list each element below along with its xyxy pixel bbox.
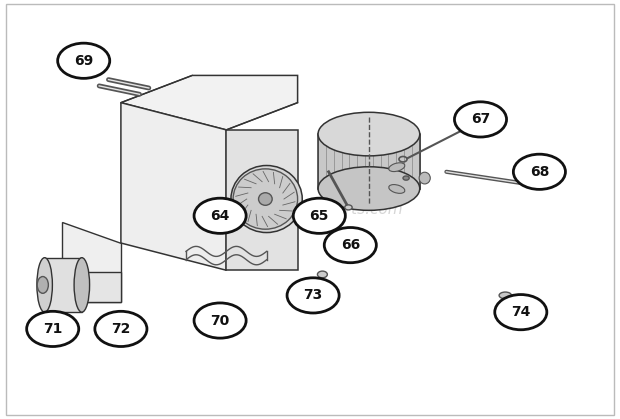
Circle shape xyxy=(454,102,507,137)
Circle shape xyxy=(324,228,376,263)
Text: 68: 68 xyxy=(529,165,549,179)
Text: 74: 74 xyxy=(511,305,531,319)
Ellipse shape xyxy=(348,229,359,236)
Text: 66: 66 xyxy=(340,238,360,252)
Circle shape xyxy=(194,303,246,338)
Circle shape xyxy=(513,154,565,189)
Ellipse shape xyxy=(351,231,356,234)
Ellipse shape xyxy=(389,185,405,193)
Circle shape xyxy=(27,311,79,347)
Text: 71: 71 xyxy=(43,322,63,336)
Ellipse shape xyxy=(37,277,48,293)
Text: 69: 69 xyxy=(74,54,94,68)
Circle shape xyxy=(95,311,147,347)
Circle shape xyxy=(58,43,110,78)
Ellipse shape xyxy=(233,169,298,229)
Ellipse shape xyxy=(318,167,420,210)
Ellipse shape xyxy=(419,172,430,184)
Ellipse shape xyxy=(318,112,420,156)
Text: 70: 70 xyxy=(210,313,230,328)
Text: eReplacementParts.com: eReplacementParts.com xyxy=(216,202,404,217)
Ellipse shape xyxy=(74,258,90,312)
Text: 67: 67 xyxy=(471,112,490,127)
Ellipse shape xyxy=(389,163,405,171)
Ellipse shape xyxy=(499,292,511,299)
Ellipse shape xyxy=(259,193,272,205)
Circle shape xyxy=(287,278,339,313)
Polygon shape xyxy=(121,75,298,130)
Ellipse shape xyxy=(345,205,352,210)
Ellipse shape xyxy=(403,176,409,180)
Polygon shape xyxy=(318,134,420,189)
Polygon shape xyxy=(62,222,121,302)
Circle shape xyxy=(495,295,547,330)
Polygon shape xyxy=(45,258,82,312)
Ellipse shape xyxy=(231,166,303,233)
Ellipse shape xyxy=(37,258,52,312)
Text: 64: 64 xyxy=(210,209,230,223)
Circle shape xyxy=(293,198,345,233)
Text: 72: 72 xyxy=(111,322,131,336)
Ellipse shape xyxy=(317,271,327,278)
Text: 65: 65 xyxy=(309,209,329,223)
Polygon shape xyxy=(62,272,121,302)
Polygon shape xyxy=(121,103,226,270)
Polygon shape xyxy=(226,130,298,270)
Text: 73: 73 xyxy=(303,288,323,303)
Circle shape xyxy=(194,198,246,233)
